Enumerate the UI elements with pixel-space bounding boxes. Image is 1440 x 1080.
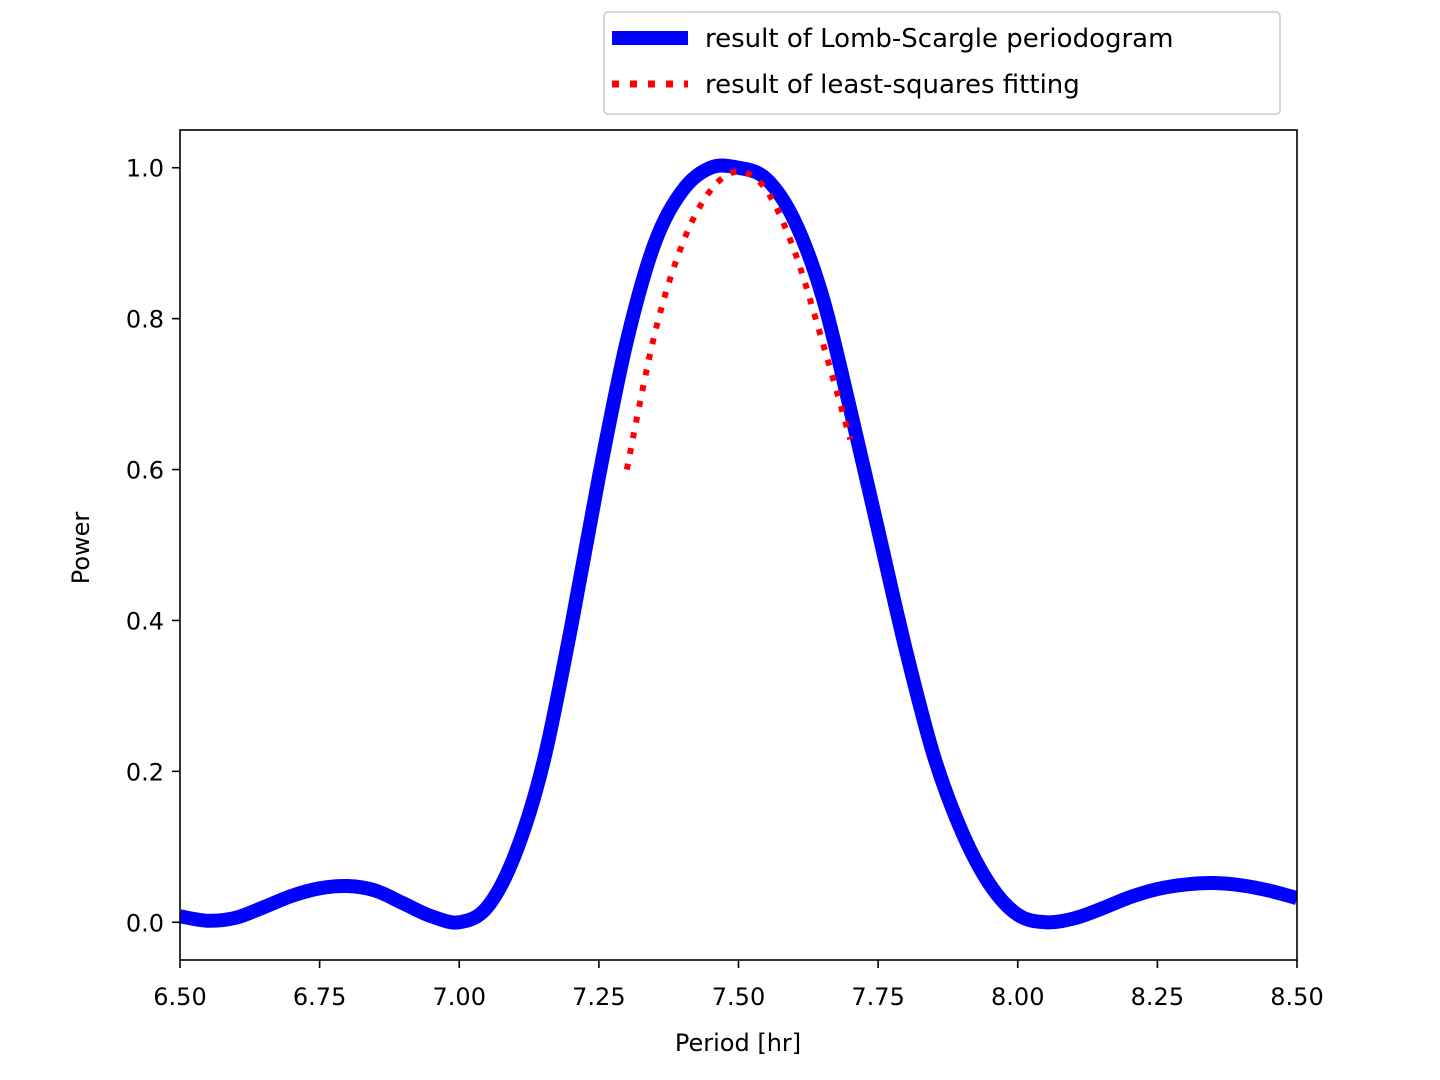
x-tick-label: 6.50 — [153, 983, 206, 1011]
x-tick-label: 7.50 — [712, 983, 765, 1011]
y-tick-label: 0.2 — [126, 758, 164, 786]
x-tick-label: 8.50 — [1270, 983, 1323, 1011]
y-tick-label: 0.8 — [126, 306, 164, 334]
y-axis-label: Power — [67, 512, 95, 585]
x-tick-label: 8.00 — [991, 983, 1044, 1011]
x-tick-label: 8.25 — [1131, 983, 1184, 1011]
y-tick-label: 0.0 — [126, 909, 164, 937]
legend-box — [603, 11, 1281, 115]
legend: result of Lomb-Scargle periodogram resul… — [603, 11, 1281, 115]
series-line-lomb-scargle — [180, 158, 1297, 930]
legend-label-least-squares: result of least-squares fitting — [705, 70, 1080, 100]
x-tick-label: 7.25 — [572, 983, 625, 1011]
x-tick-label: 7.75 — [851, 983, 904, 1011]
x-axis-label: Period [hr] — [675, 1029, 801, 1057]
y-tick-label: 0.6 — [126, 457, 164, 485]
y-tick-label: 0.4 — [126, 607, 164, 635]
x-tick-label: 6.75 — [293, 983, 346, 1011]
legend-label-lomb-scargle: result of Lomb-Scargle periodogram — [705, 24, 1173, 54]
y-axis: 0.0 0.2 0.4 0.6 0.8 1.0 — [126, 155, 180, 937]
series-layer — [180, 158, 1297, 930]
y-tick-label: 1.0 — [126, 155, 164, 183]
x-tick-label: 7.00 — [433, 983, 486, 1011]
x-axis: 6.50 6.75 7.00 7.25 7.50 7.75 8.00 8.25 8.50 — [153, 960, 1324, 1011]
